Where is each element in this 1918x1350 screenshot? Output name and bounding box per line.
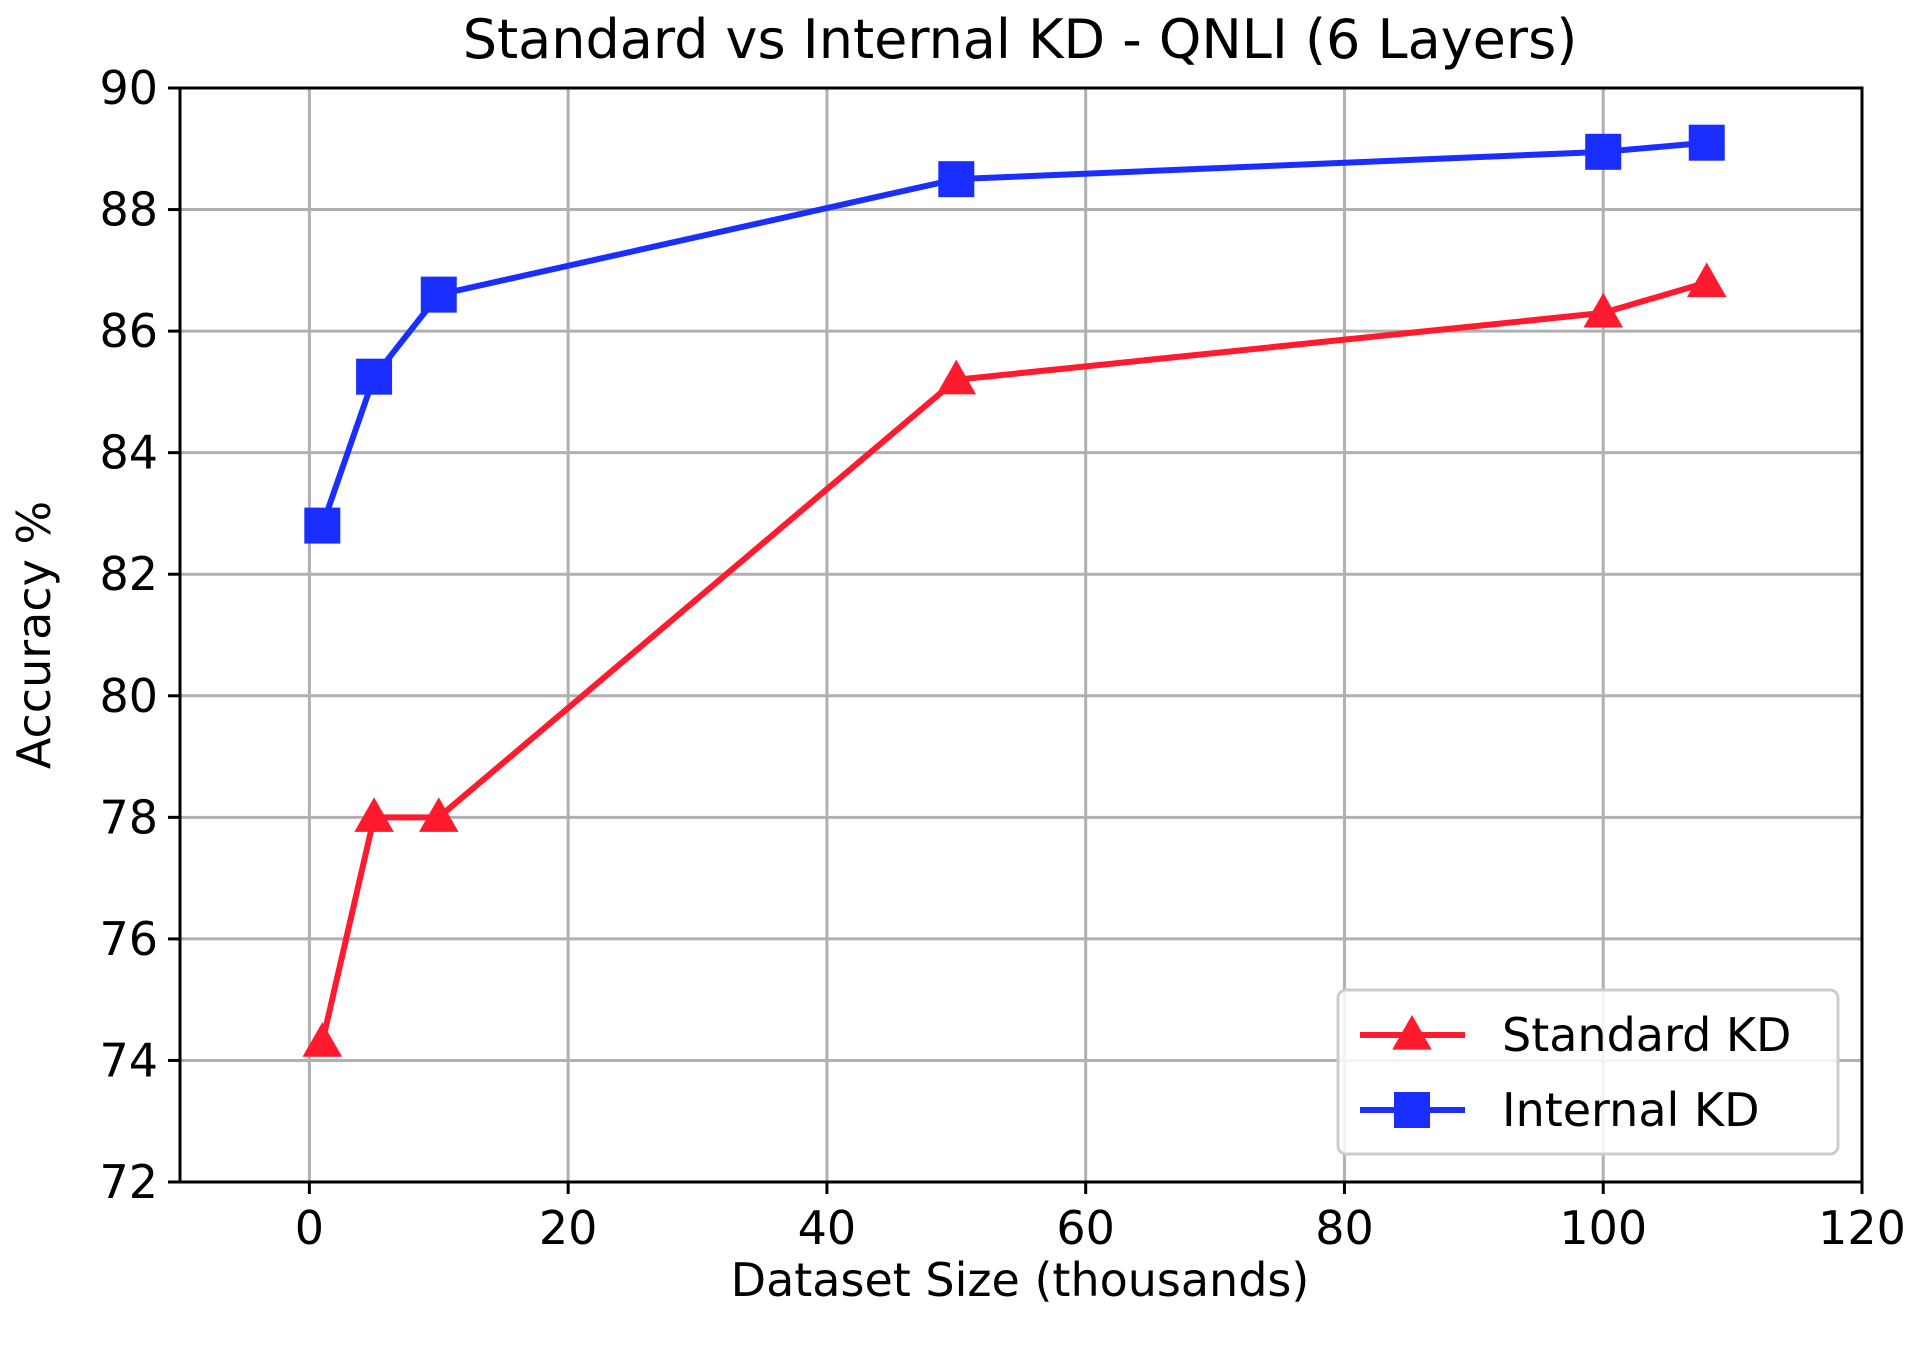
y-tick-label: 74 bbox=[99, 1033, 158, 1087]
x-tick-label: 0 bbox=[295, 1201, 324, 1255]
x-tick-label: 60 bbox=[1056, 1201, 1115, 1255]
series-internal-kd bbox=[304, 124, 1725, 544]
standard-kd-point bbox=[936, 359, 977, 395]
x-tick-label: 40 bbox=[798, 1201, 857, 1255]
internal-kd-point bbox=[938, 161, 975, 198]
standard-kd-point bbox=[1583, 292, 1624, 328]
y-tick-label: 86 bbox=[99, 304, 158, 358]
legend-marker bbox=[1392, 1014, 1432, 1050]
chart-title: Standard vs Internal KD - QNLI (6 Layers… bbox=[463, 8, 1578, 71]
legend-label: Internal KD bbox=[1502, 1083, 1760, 1137]
y-tick-label: 90 bbox=[99, 61, 158, 115]
internal-kd-point bbox=[304, 507, 341, 544]
y-tick-label: 80 bbox=[99, 669, 158, 723]
legend-label: Standard KD bbox=[1502, 1008, 1791, 1062]
standard-kd-line bbox=[319, 279, 1708, 1043]
axis-ticks: 0 20 40 60 80 100 120 72 74 76 78 80 82 84 86 88 90 bbox=[99, 61, 1905, 1255]
legend-item-standard-kd: Standard KD bbox=[1360, 1008, 1791, 1062]
standard-kd-point bbox=[1686, 262, 1727, 298]
standard-kd-point bbox=[418, 797, 459, 832]
x-tick-label: 80 bbox=[1315, 1201, 1374, 1255]
standard-kd-point bbox=[302, 1022, 343, 1057]
y-tick-label: 78 bbox=[99, 790, 158, 844]
internal-kd-line bbox=[319, 139, 1708, 527]
x-tick-label: 20 bbox=[539, 1201, 598, 1255]
y-axis-label: Accuracy % bbox=[7, 501, 61, 769]
y-tick-label: 88 bbox=[99, 183, 158, 237]
x-tick-label: 100 bbox=[1559, 1201, 1647, 1255]
legend-item-internal-kd: Internal KD bbox=[1360, 1083, 1760, 1137]
x-tick-label: 120 bbox=[1818, 1201, 1906, 1255]
y-tick-label: 84 bbox=[99, 426, 158, 480]
plot-frame bbox=[178, 86, 1864, 1184]
legend: Standard KD Internal KD bbox=[1336, 988, 1840, 1156]
internal-kd-point bbox=[356, 358, 393, 395]
standard-kd-point bbox=[354, 797, 394, 832]
y-tick-label: 72 bbox=[99, 1155, 158, 1209]
y-tick-label: 76 bbox=[99, 912, 158, 966]
legend-marker bbox=[1394, 1092, 1430, 1128]
x-axis-label: Dataset Size (thousands) bbox=[731, 1253, 1310, 1307]
series-standard-kd bbox=[302, 262, 1727, 1057]
internal-kd-point bbox=[1688, 124, 1725, 161]
plot-series bbox=[302, 124, 1727, 1057]
internal-kd-point bbox=[1585, 133, 1622, 170]
internal-kd-point bbox=[420, 276, 457, 313]
y-tick-label: 82 bbox=[99, 547, 158, 601]
